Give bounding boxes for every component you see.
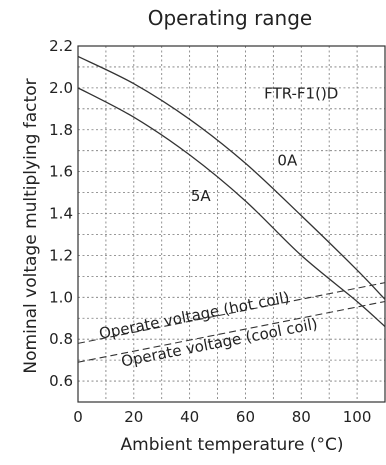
series-5a-line — [77, 87, 386, 328]
y-tick-label: 1.0 — [49, 288, 73, 306]
x-tick-label: 100 — [343, 408, 372, 426]
x-tick-label: 20 — [124, 408, 143, 426]
annotation-5a: 5A — [191, 187, 212, 205]
x-axis-title: Ambient temperature (°C) — [121, 435, 344, 455]
y-tick-label: 1.8 — [49, 121, 73, 139]
y-tick-label: 1.4 — [49, 205, 73, 223]
series-layer — [77, 55, 386, 363]
tick-labels: 0 20 40 60 80 100 0.6 0.8 1.0 1.2 1.4 1.6 1.8 2.0 2.2 — [49, 37, 371, 426]
series-0a-line — [77, 55, 386, 300]
plot-frame — [77, 45, 386, 403]
x-tick-label: 80 — [292, 408, 311, 426]
x-tick-label: 0 — [73, 408, 83, 426]
annotation-0a: 0A — [277, 151, 298, 169]
series-operate-voltage-cool-coil-line — [77, 300, 386, 363]
y-tick-label: 0.6 — [49, 372, 73, 390]
y-axis-title: Nominal voltage multiplying factor — [21, 78, 41, 373]
y-tick-label: 2.0 — [49, 79, 73, 97]
chart-title: Operating range — [148, 6, 313, 30]
y-tick-label: 2.2 — [49, 37, 73, 55]
x-tick-label: 60 — [236, 408, 255, 426]
y-tick-label: 0.8 — [49, 330, 73, 348]
series-operate-voltage-hot-coil-line — [77, 282, 386, 344]
y-tick-label: 1.2 — [49, 246, 73, 264]
annotation-ftr-f1-d: FTR-F1()D — [264, 84, 338, 102]
x-tick-label: 40 — [180, 408, 199, 426]
y-tick-label: 1.6 — [49, 163, 73, 181]
